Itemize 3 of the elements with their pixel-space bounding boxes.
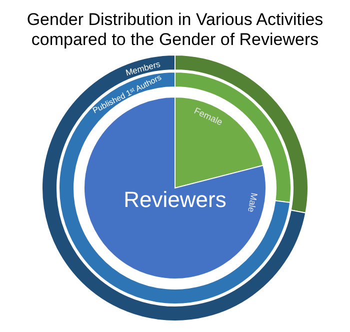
- chart-title: Gender Distribution in Various Activities compared to the Gender of Reviewers: [26, 10, 324, 49]
- slice-label: Reviewers: [124, 187, 226, 212]
- slice-label: Male: [246, 192, 260, 214]
